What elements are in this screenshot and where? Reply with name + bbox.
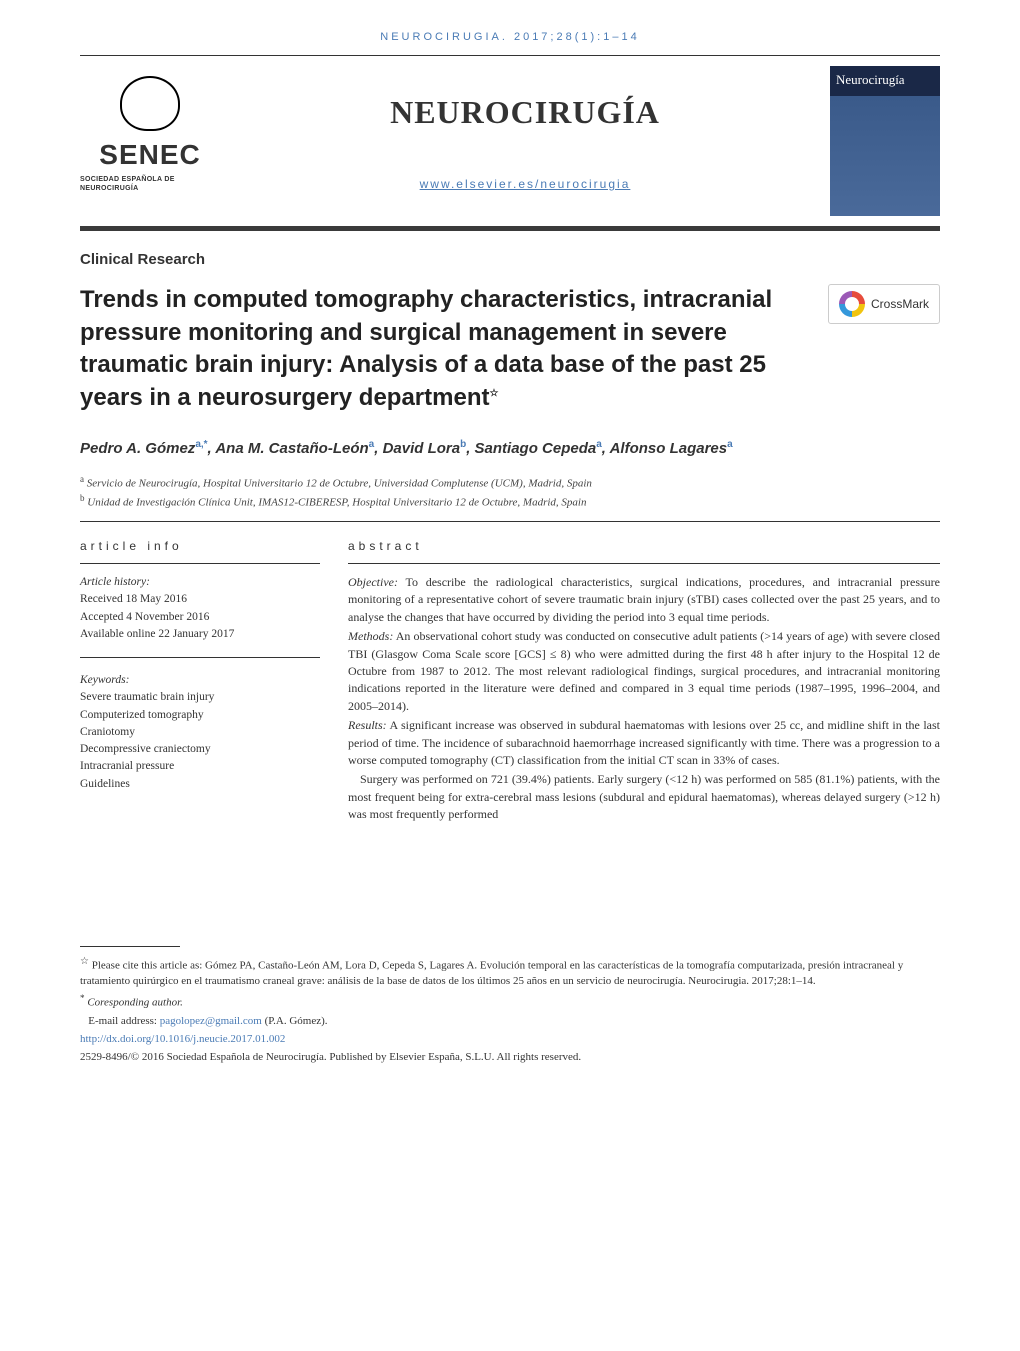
senec-subtitle: SOCIEDAD ESPAÑOLA DE NEUROCIRUGÍA — [80, 175, 220, 195]
corresponding-label: Coresponding author. — [87, 997, 183, 1009]
senec-logo: SENEC SOCIEDAD ESPAÑOLA DE NEUROCIRUGÍA — [80, 76, 220, 206]
keyword-item: Severe traumatic brain injury — [80, 689, 320, 706]
results-label: Results: — [348, 718, 387, 732]
received-date: Received 18 May 2016 — [80, 591, 320, 608]
journal-center: NEUROCIRUGÍA www.elsevier.es/neurocirugi… — [240, 90, 810, 193]
abstract-objective: Objective: To describe the radiological … — [348, 574, 940, 626]
keywords-label: Keywords: — [80, 674, 129, 686]
affiliations: a Servicio de Neurocirugía, Hospital Uni… — [0, 465, 1020, 515]
abstract-column: abstract Objective: To describe the radi… — [348, 522, 940, 825]
two-column-layout: article info Article history: Received 1… — [80, 521, 940, 825]
article-title-text: Trends in computed tomography characteri… — [80, 286, 772, 410]
affiliation-line: a Servicio de Neurocirugía, Hospital Uni… — [80, 473, 940, 492]
author-email-link[interactable]: pagolopez@gmail.com — [160, 1015, 262, 1027]
email-who: (P.A. Gómez). — [265, 1015, 328, 1027]
email-label: E-mail address: — [88, 1015, 157, 1027]
corresponding-author-footnote: * Coresponding author. — [80, 992, 940, 1012]
abstract-results-2: Surgery was performed on 721 (39.4%) pat… — [348, 771, 940, 823]
doi-link[interactable]: http://dx.doi.org/10.1016/j.neucie.2017.… — [80, 1033, 285, 1045]
crossmark-icon — [839, 291, 865, 317]
authors-line: Pedro A. Gómeza,*, Ana M. Castaño-Leóna,… — [0, 414, 1020, 465]
footnotes: ☆ Please cite this article as: Gómez PA,… — [0, 947, 1020, 1098]
article-info-heading: article info — [80, 538, 320, 555]
keyword-item: Craniotomy — [80, 724, 320, 741]
abstract-results-1: Results: A significant increase was obse… — [348, 717, 940, 769]
journal-cover-thumbnail: Neurocirugía — [830, 66, 940, 216]
journal-title: NEUROCIRUGÍA — [240, 90, 810, 135]
keywords-rule — [80, 657, 320, 658]
keyword-item: Intracranial pressure — [80, 758, 320, 775]
crossmark-label: CrossMark — [871, 296, 929, 313]
senec-text: SENEC — [99, 135, 200, 174]
section-label: Clinical Research — [0, 231, 1020, 278]
objective-text: To describe the radiological characteris… — [348, 575, 940, 624]
cite-as-footnote: ☆ Please cite this article as: Gómez PA,… — [80, 955, 940, 991]
keywords-list: Severe traumatic brain injuryComputerize… — [80, 689, 320, 793]
info-rule — [80, 563, 320, 564]
copyright-footnote: 2529-8496/© 2016 Sociedad Española de Ne… — [80, 1050, 940, 1066]
online-date: Available online 22 January 2017 — [80, 626, 320, 643]
methods-text: An observational cohort study was conduc… — [348, 629, 940, 713]
cite-as-text: Please cite this article as: Gómez PA, C… — [80, 959, 903, 987]
article-title: Trends in computed tomography characteri… — [80, 284, 808, 414]
title-row: Trends in computed tomography characteri… — [0, 278, 1020, 414]
keyword-item: Guidelines — [80, 776, 320, 793]
running-head-text: NEUROCIRUGIA. 2017;28(1):1–14 — [380, 31, 639, 43]
abstract-heading: abstract — [348, 538, 940, 555]
keywords-block: Keywords: Severe traumatic brain injuryC… — [80, 672, 320, 793]
doi-footnote: http://dx.doi.org/10.1016/j.neucie.2017.… — [80, 1032, 940, 1048]
affiliation-line: b Unidad de Investigación Clínica Unit, … — [80, 492, 940, 511]
results-text-2: Surgery was performed on 721 (39.4%) pat… — [348, 772, 940, 821]
running-head: NEUROCIRUGIA. 2017;28(1):1–14 — [0, 0, 1020, 55]
article-history: Article history: Received 18 May 2016 Ac… — [80, 574, 320, 643]
abstract-methods: Methods: An observational cohort study w… — [348, 628, 940, 715]
crossmark-badge[interactable]: CrossMark — [828, 284, 940, 324]
email-footnote: E-mail address: pagolopez@gmail.com (P.A… — [80, 1014, 940, 1030]
objective-label: Objective: — [348, 575, 398, 589]
history-label: Article history: — [80, 576, 150, 588]
article-info-column: article info Article history: Received 1… — [80, 522, 320, 825]
masthead: SENEC SOCIEDAD ESPAÑOLA DE NEUROCIRUGÍA … — [0, 56, 1020, 226]
senec-icon — [120, 76, 180, 131]
methods-label: Methods: — [348, 629, 393, 643]
abstract-rule — [348, 563, 940, 564]
corresponding-star: * — [80, 993, 85, 1003]
abstract-body: Objective: To describe the radiological … — [348, 574, 940, 823]
journal-url-link[interactable]: www.elsevier.es/neurocirugia — [420, 177, 631, 191]
keyword-item: Computerized tomography — [80, 707, 320, 724]
accepted-date: Accepted 4 November 2016 — [80, 609, 320, 626]
results-text-1: A significant increase was observed in s… — [348, 718, 940, 767]
footnote-star-icon: ☆ — [80, 956, 89, 967]
title-footnote-star: ☆ — [489, 388, 498, 399]
cover-title: Neurocirugía — [830, 66, 940, 94]
keyword-item: Decompressive craniectomy — [80, 741, 320, 758]
